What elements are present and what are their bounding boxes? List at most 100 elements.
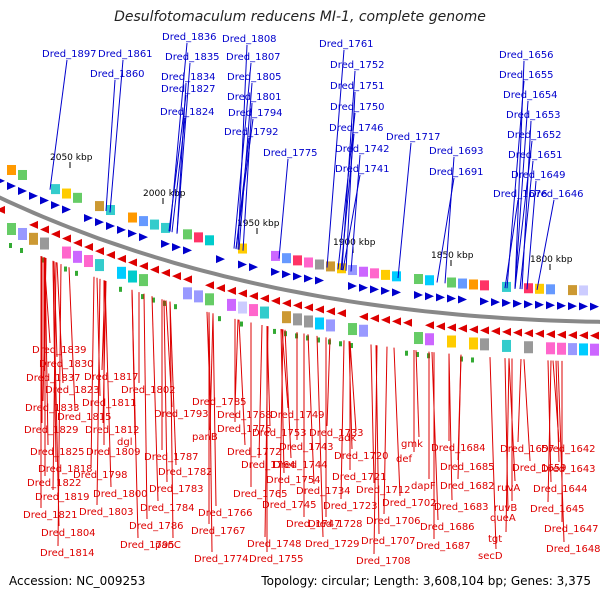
reverse-feature-block <box>7 222 16 235</box>
reverse-gene-label-dred-1687: Dred_1687 <box>416 541 471 552</box>
reverse-gene-arrow <box>293 301 302 310</box>
reverse-gene-label-dred-1800: Dred_1800 <box>93 489 148 500</box>
reverse-feature-block <box>205 293 214 306</box>
forward-gene-label-dred-1741: Dred_1741 <box>335 164 390 175</box>
reverse-gene-arrow <box>381 315 390 324</box>
reverse-feature-block <box>557 342 566 355</box>
gc-mark <box>75 270 78 276</box>
reverse-feature-block <box>29 232 38 245</box>
forward-feature-block <box>480 280 489 291</box>
reverse-gene-arrow <box>84 243 93 252</box>
reverse-gene-label-tgt: tgt <box>488 534 502 545</box>
reverse-gene-label-dred-1809: Dred_1809 <box>86 447 141 458</box>
reverse-leader-line <box>457 354 462 480</box>
forward-gene-arrow <box>513 299 522 308</box>
reverse-gene-label-dred-1642: Dred_1642 <box>541 444 596 455</box>
reverse-gene-label-dred-1837: Dred_1837 <box>26 373 81 384</box>
forward-feature-block <box>359 266 368 277</box>
reverse-gene-label-ruva: ruvA <box>497 483 520 494</box>
reverse-gene-arrow <box>403 318 412 327</box>
reverse-gene-label-dred-1774: Dred_1774 <box>194 554 249 565</box>
reverse-feature-block <box>260 306 269 319</box>
reverse-gene-label-dred-1795: Dred_1795 <box>120 540 175 551</box>
forward-feature-block <box>425 275 434 286</box>
reverse-feature-block <box>414 332 423 345</box>
reverse-gene-label-dred-1657: Dred_1657 <box>500 444 555 455</box>
forward-leader-line <box>171 117 186 233</box>
reverse-gene-arrow <box>304 303 313 312</box>
reverse-gene-arrow <box>172 272 181 281</box>
reverse-gene-label-dred-1684: Dred_1684 <box>431 443 486 454</box>
gc-mark <box>460 356 463 362</box>
forward-gene-label-dred-1717: Dred_1717 <box>386 132 441 143</box>
forward-gene-label-dred-1651: Dred_1651 <box>508 150 563 161</box>
gc-mark <box>218 316 221 322</box>
forward-gene-arrow <box>359 283 368 292</box>
forward-feature-block <box>18 169 27 180</box>
forward-gene-arrow <box>95 218 104 227</box>
reverse-feature-block <box>590 343 599 356</box>
forward-feature-block <box>414 274 423 285</box>
reverse-gene-label-dred-1812: Dred_1812 <box>85 425 140 436</box>
reverse-feature-block <box>117 266 126 279</box>
forward-gene-label-dred-1676: Dred_1676 <box>493 189 548 200</box>
reverse-gene-arrow <box>337 309 346 318</box>
reverse-gene-arrow <box>513 328 522 337</box>
reverse-gene-label-def: def <box>396 454 413 465</box>
reverse-gene-arrow <box>392 317 401 326</box>
forward-feature-block <box>271 250 280 261</box>
reverse-gene-arrow <box>183 275 192 284</box>
reverse-gene-label-dred-1729: Dred_1729 <box>305 539 360 550</box>
forward-gene-arrow <box>414 291 423 300</box>
forward-gene-label-dred-1801: Dred_1801 <box>227 92 282 103</box>
reverse-gene-label-dred-1683: Dred_1683 <box>434 502 489 513</box>
reverse-gene-label-dred-1818: Dred_1818 <box>38 464 93 475</box>
forward-leader-line <box>242 102 253 251</box>
forward-gene-arrow <box>502 298 511 307</box>
forward-gene-arrow <box>271 267 280 276</box>
forward-feature-block <box>194 232 203 243</box>
forward-gene-label-dred-1860: Dred_1860 <box>90 69 145 80</box>
reverse-gene-label-dred-1643: Dred_1643 <box>541 464 596 475</box>
reverse-gene-label-dgl: dgl <box>117 437 132 448</box>
forward-feature-block <box>139 216 148 227</box>
reverse-gene-arrow <box>568 331 577 340</box>
forward-gene-arrow <box>161 239 170 248</box>
reverse-gene-label-panc: panC <box>155 540 181 551</box>
forward-gene-label-dred-1794: Dred_1794 <box>228 108 283 119</box>
reverse-gene-label-dred-1817: Dred_1817 <box>84 372 139 383</box>
reverse-gene-label-dred-1728: Dred_1728 <box>308 519 363 530</box>
reverse-gene-arrow <box>0 205 5 214</box>
forward-gene-label-dred-1653: Dred_1653 <box>506 110 561 121</box>
forward-gene-arrow <box>18 186 27 195</box>
reverse-gene-label-dred-1645: Dred_1645 <box>530 504 585 515</box>
reverse-gene-arrow <box>436 322 445 331</box>
reverse-leader-line <box>393 347 401 497</box>
forward-gene-arrow <box>293 272 302 281</box>
forward-leader-line <box>109 59 124 213</box>
forward-leader-line <box>436 177 455 283</box>
reverse-leader-line <box>284 329 292 459</box>
forward-feature-block <box>469 279 478 290</box>
reverse-gene-label-dred-1793: Dred_1793 <box>154 409 209 420</box>
reverse-gene-arrow <box>238 289 247 298</box>
reverse-leader-line <box>517 359 522 443</box>
backbone-layer: 2050 kbp 2000 kbp 1950 kbp 1900 kbp 1850 kbp… <box>0 153 600 324</box>
gc-mark <box>240 321 243 327</box>
forward-gene-label-dred-1792: Dred_1792 <box>224 127 279 138</box>
reverse-gene-label-dred-1821: Dred_1821 <box>23 510 78 521</box>
reverse-gene-label-quea: queA <box>490 513 516 524</box>
forward-feature-block <box>381 269 390 280</box>
footer: Accession: NC_009253 Topology: circular;… <box>0 574 600 590</box>
reverse-leader-line <box>131 289 139 539</box>
reverse-gene-arrow <box>260 294 269 303</box>
reverse-leader-line <box>208 312 213 553</box>
reverse-feature-block <box>40 237 49 250</box>
gc-mark <box>471 357 474 363</box>
reverse-gene-label-dred-1811: Dred_1811 <box>82 398 137 409</box>
reverse-gene-label-dred-1782: Dred_1782 <box>158 467 213 478</box>
reverse-feature-block <box>128 270 137 283</box>
reverse-feature-block <box>469 337 478 350</box>
reverse-gene-arrow <box>216 284 225 293</box>
gene-labels: Dred_1897 Dred_1861 Dred_1860 Dred_1836 Dred… <box>23 32 600 567</box>
